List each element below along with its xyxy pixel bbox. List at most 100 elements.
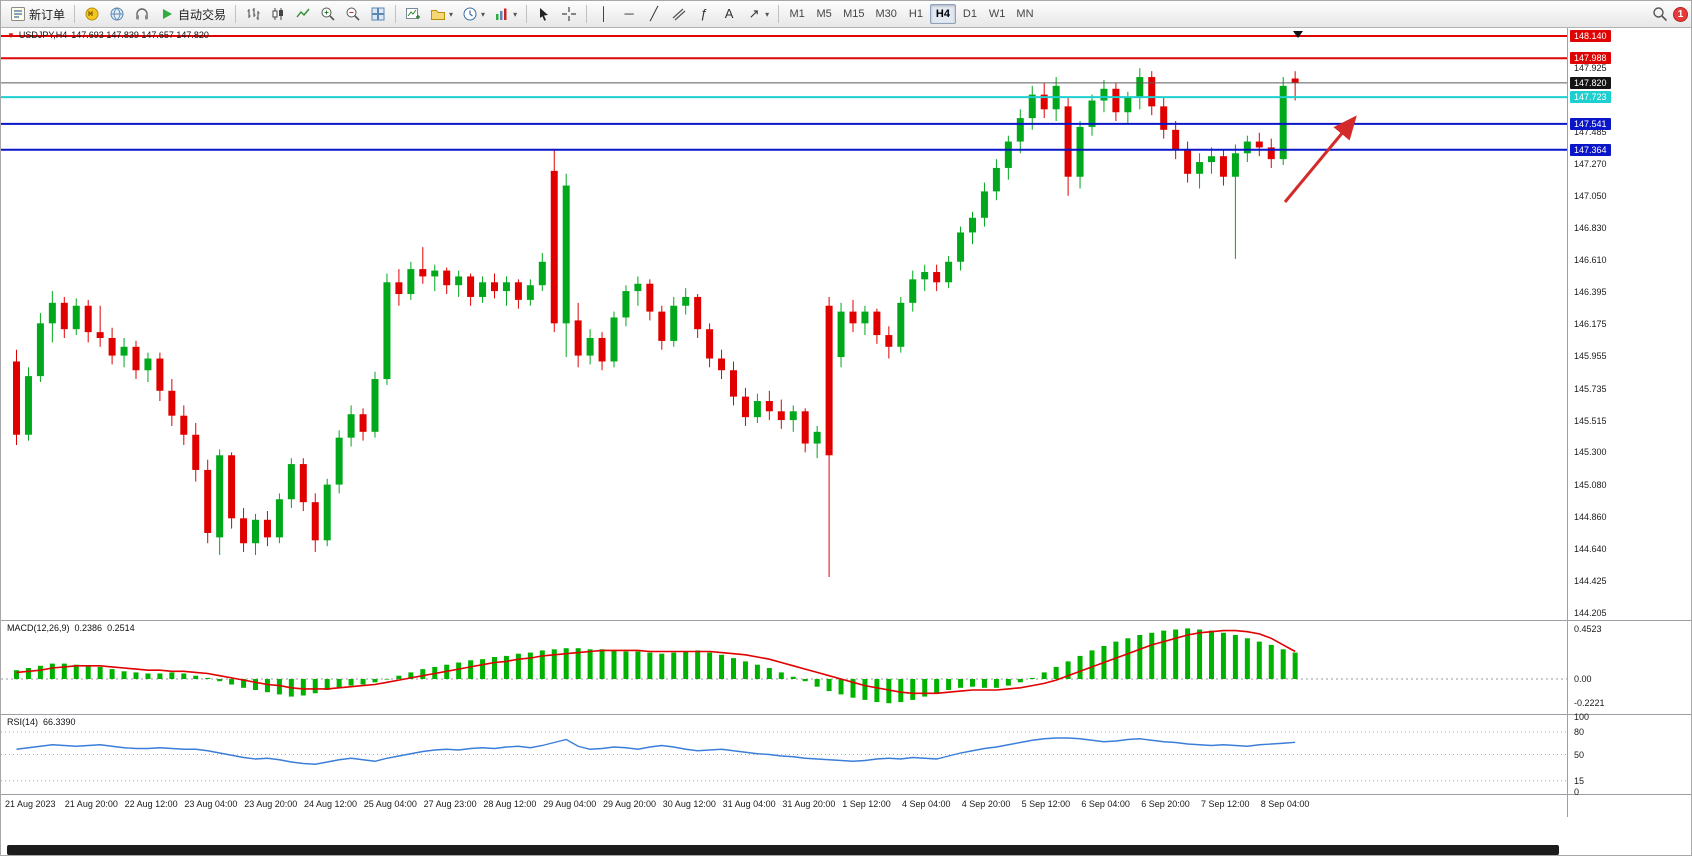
price-scale-tick: 145.735 — [1574, 383, 1607, 394]
candle-body — [1279, 85, 1287, 160]
candle-body — [646, 283, 654, 312]
auto-trading-button[interactable]: 自动交易 — [155, 3, 230, 25]
community-button[interactable] — [105, 3, 129, 25]
timeframe-h4-button[interactable]: H4 — [929, 4, 956, 24]
macd-histogram-bar — [25, 668, 31, 679]
macd-histogram-bar — [671, 652, 677, 679]
candle-body — [168, 390, 176, 416]
macd-label: MACD(12,26,9) 0.2386 0.2514 — [7, 623, 135, 633]
bar-chart-button[interactable] — [241, 3, 265, 25]
new-chart-button[interactable] — [401, 3, 425, 25]
candle-body — [395, 282, 403, 295]
fibonacci-tool-button[interactable]: ƒ — [692, 3, 716, 25]
trendline-tool-button[interactable]: ╱ — [642, 3, 666, 25]
candle-body — [837, 311, 845, 358]
candle-body — [359, 414, 367, 432]
candle-body — [275, 499, 283, 538]
candle-body — [933, 272, 941, 283]
line-chart-button[interactable] — [291, 3, 315, 25]
price-line-label[interactable]: 147.723 — [1570, 91, 1611, 104]
price-line-label[interactable]: 147.541 — [1570, 117, 1611, 130]
timeframe-m1-button[interactable]: M1 — [784, 4, 810, 24]
tile-windows-button[interactable] — [366, 3, 390, 25]
rsi-panel[interactable] — [1, 715, 1567, 794]
cursor-button[interactable] — [532, 3, 556, 25]
macd-histogram-bar — [946, 679, 952, 690]
price-scale-tick: 146.610 — [1574, 255, 1607, 266]
equidistant-channel-icon — [672, 8, 686, 21]
macd-histogram-bar — [456, 662, 462, 679]
timeframe-w1-button[interactable]: W1 — [984, 4, 1011, 24]
crosshair-button[interactable] — [557, 3, 581, 25]
candle-body — [60, 302, 68, 330]
new-order-icon — [11, 7, 25, 21]
toolbar-separator — [778, 5, 780, 23]
candle-body — [1255, 141, 1263, 148]
macd-histogram-bar — [850, 679, 856, 698]
zoom-out-button[interactable] — [341, 3, 365, 25]
chevron-down-icon: ▾ — [449, 9, 454, 19]
candle-body — [84, 305, 92, 333]
indicators-button[interactable]: ▾ — [490, 3, 521, 25]
candle-body — [108, 337, 116, 356]
timeframe-h1-button[interactable]: H1 — [903, 4, 929, 24]
text-tool-button[interactable]: A — [717, 3, 741, 25]
candle-body — [1219, 156, 1227, 177]
macd-histogram-bar — [1041, 672, 1047, 679]
time-axis-label: 28 Aug 12:00 — [483, 799, 537, 809]
sounds-button[interactable] — [130, 3, 154, 25]
candle-body — [694, 296, 702, 330]
scrollbar-thumb[interactable] — [7, 845, 1559, 855]
price-line-label[interactable]: 147.988 — [1570, 52, 1611, 65]
period-button[interactable]: ▾ — [458, 3, 489, 25]
macd-histogram-bar — [468, 660, 474, 679]
mql5-market-button[interactable] — [80, 3, 104, 25]
macd-histogram-bar — [993, 679, 999, 688]
macd-histogram-bar — [133, 672, 139, 679]
time-axis: 21 Aug 2023 21 Aug 20:00 22 Aug 12:00 23 Au… — [1, 796, 1567, 818]
candle-body — [753, 401, 761, 418]
macd-histogram-bar — [1292, 652, 1298, 679]
candle-body — [801, 411, 809, 444]
candle-body — [132, 346, 140, 371]
timeframe-m30-button[interactable]: M30 — [871, 4, 902, 24]
candlestick-chart-button[interactable] — [266, 3, 290, 25]
candle-body — [825, 305, 833, 456]
timeframe-mn-button[interactable]: MN — [1011, 4, 1038, 24]
zoom-in-button[interactable] — [316, 3, 340, 25]
time-axis-label: 22 Aug 12:00 — [124, 799, 178, 809]
price-line-label[interactable]: 148.140 — [1570, 30, 1611, 42]
macd-panel[interactable] — [1, 621, 1567, 714]
chart-shift-marker[interactable] — [1293, 31, 1303, 38]
new-order-label: 新订单 — [29, 7, 66, 22]
timeframe-m15-button[interactable]: M15 — [838, 4, 869, 24]
channel-tool-button[interactable] — [667, 3, 691, 25]
price-scale-tick: 147.925 — [1574, 62, 1607, 73]
macd-histogram-bar — [886, 679, 892, 704]
candle-body — [538, 261, 546, 286]
new-order-button[interactable]: 新订单 — [6, 3, 69, 25]
time-axis-label: 6 Sep 20:00 — [1141, 799, 1190, 809]
trend-arrow-annotation[interactable] — [1283, 115, 1357, 203]
main-price-chart[interactable] — [1, 28, 1567, 620]
panel-separator[interactable] — [1, 620, 1691, 621]
search-button[interactable] — [1648, 3, 1672, 25]
candle-body — [1040, 94, 1048, 110]
horizontal-line-tool-button[interactable]: ─ — [617, 3, 641, 25]
time-axis-label: 21 Aug 20:00 — [64, 799, 118, 809]
macd-histogram-bar — [217, 679, 223, 682]
price-line-label[interactable]: 147.364 — [1570, 143, 1611, 156]
vertical-line-tool-button[interactable]: │ — [592, 3, 616, 25]
price-line-label[interactable]: 147.820 — [1570, 76, 1611, 89]
line-chart-icon — [296, 8, 310, 18]
macd-histogram-bar — [1113, 641, 1119, 679]
timeframe-m5-button[interactable]: M5 — [811, 4, 837, 24]
profiles-button[interactable]: ▾ — [426, 3, 457, 25]
panel-separator[interactable] — [1, 714, 1691, 715]
timeframe-d1-button[interactable]: D1 — [957, 4, 983, 24]
arrows-tool-button[interactable]: ↗ ▾ — [742, 3, 773, 25]
macd-histogram-bar — [1232, 635, 1238, 679]
macd-histogram-bar — [1053, 666, 1059, 679]
candle-body — [228, 455, 236, 519]
notification-badge[interactable]: 1 — [1673, 6, 1688, 22]
